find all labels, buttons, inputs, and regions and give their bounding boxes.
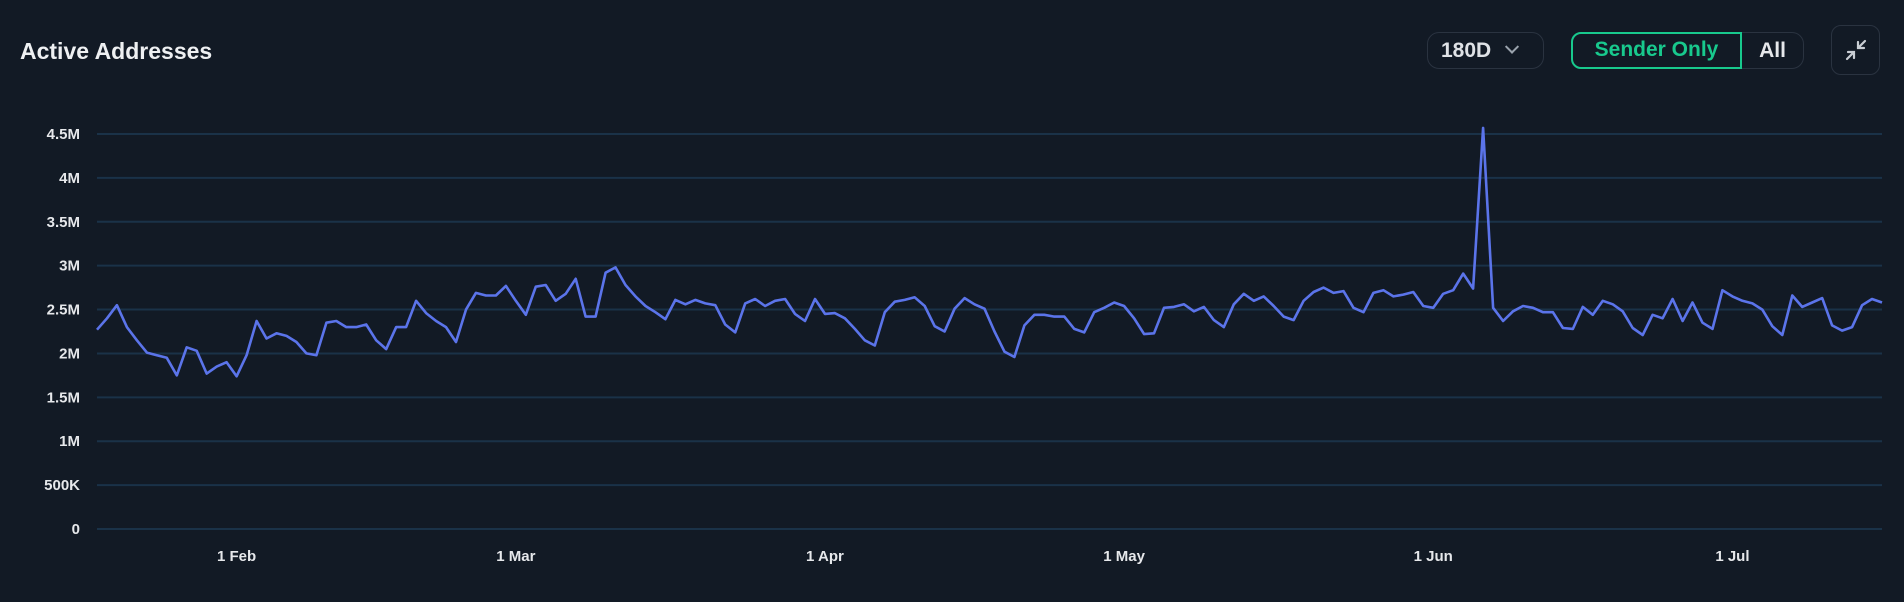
x-tick-label: 1 Mar	[496, 548, 535, 565]
y-tick-label: 3M	[59, 258, 80, 275]
x-tick-label: 1 Jun	[1414, 548, 1453, 565]
range-dropdown[interactable]: 180D	[1427, 32, 1544, 69]
chart-title: Active Addresses	[20, 38, 213, 64]
y-tick-label: 500K	[44, 477, 80, 494]
series-line	[96, 126, 1883, 378]
toggle-sender-only[interactable]: Sender Only	[1571, 31, 1742, 69]
x-tick-label: 1 May	[1103, 548, 1145, 565]
x-tick-label: 1 Apr	[806, 548, 844, 565]
y-tick-label: 2M	[59, 345, 80, 362]
x-tick-label: 1 Feb	[217, 548, 256, 565]
toggle-all[interactable]: All	[1759, 38, 1786, 62]
y-tick-label: 4M	[59, 170, 80, 187]
collapse-arrows-icon	[1845, 39, 1866, 61]
y-tick-label: 2.5M	[47, 302, 80, 319]
y-tick-label: 1.5M	[47, 389, 80, 406]
collapse-button[interactable]	[1831, 25, 1880, 75]
x-tick-label: 1 Jul	[1715, 548, 1749, 565]
y-tick-label: 4.5M	[47, 126, 80, 143]
address-type-toggle: Sender Only All	[1571, 31, 1804, 69]
y-tick-label: 1M	[59, 433, 80, 450]
range-dropdown-value: 180D	[1441, 38, 1492, 62]
y-tick-label: 0	[72, 521, 80, 538]
y-tick-label: 3.5M	[47, 214, 80, 231]
